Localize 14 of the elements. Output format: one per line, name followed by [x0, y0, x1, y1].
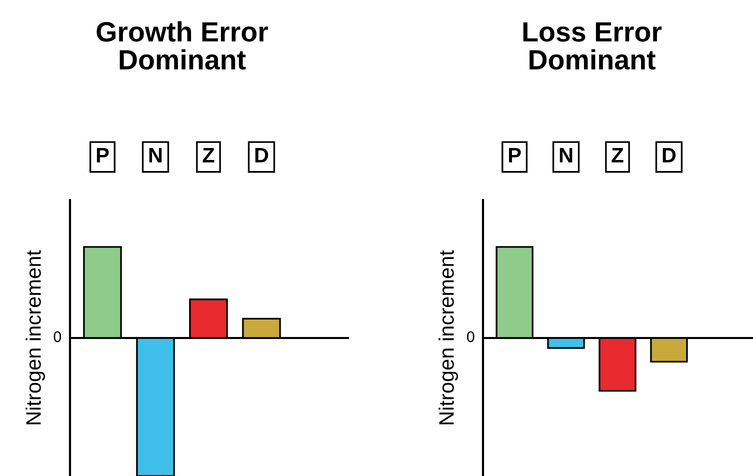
x-tick-label: N — [149, 148, 162, 162]
x-tick-label: P — [509, 148, 521, 162]
chart-title: Growth Error Dominant — [96, 21, 268, 70]
x-tick-label: N — [560, 148, 572, 162]
x-tick-label: D — [255, 148, 268, 162]
y-axis-title: Nitrogen increment — [438, 250, 458, 424]
x-tick-label: P — [96, 148, 109, 162]
x-tick-label: Z — [612, 148, 624, 162]
text: 0 — [54, 331, 62, 342]
chart-title: Loss Error Dominant — [523, 22, 662, 70]
x-tick-label: D — [662, 148, 676, 162]
y-axis-title: Nitrogen increment — [26, 250, 45, 424]
text: 0 — [467, 331, 474, 342]
x-tick-label: Z — [202, 148, 214, 162]
